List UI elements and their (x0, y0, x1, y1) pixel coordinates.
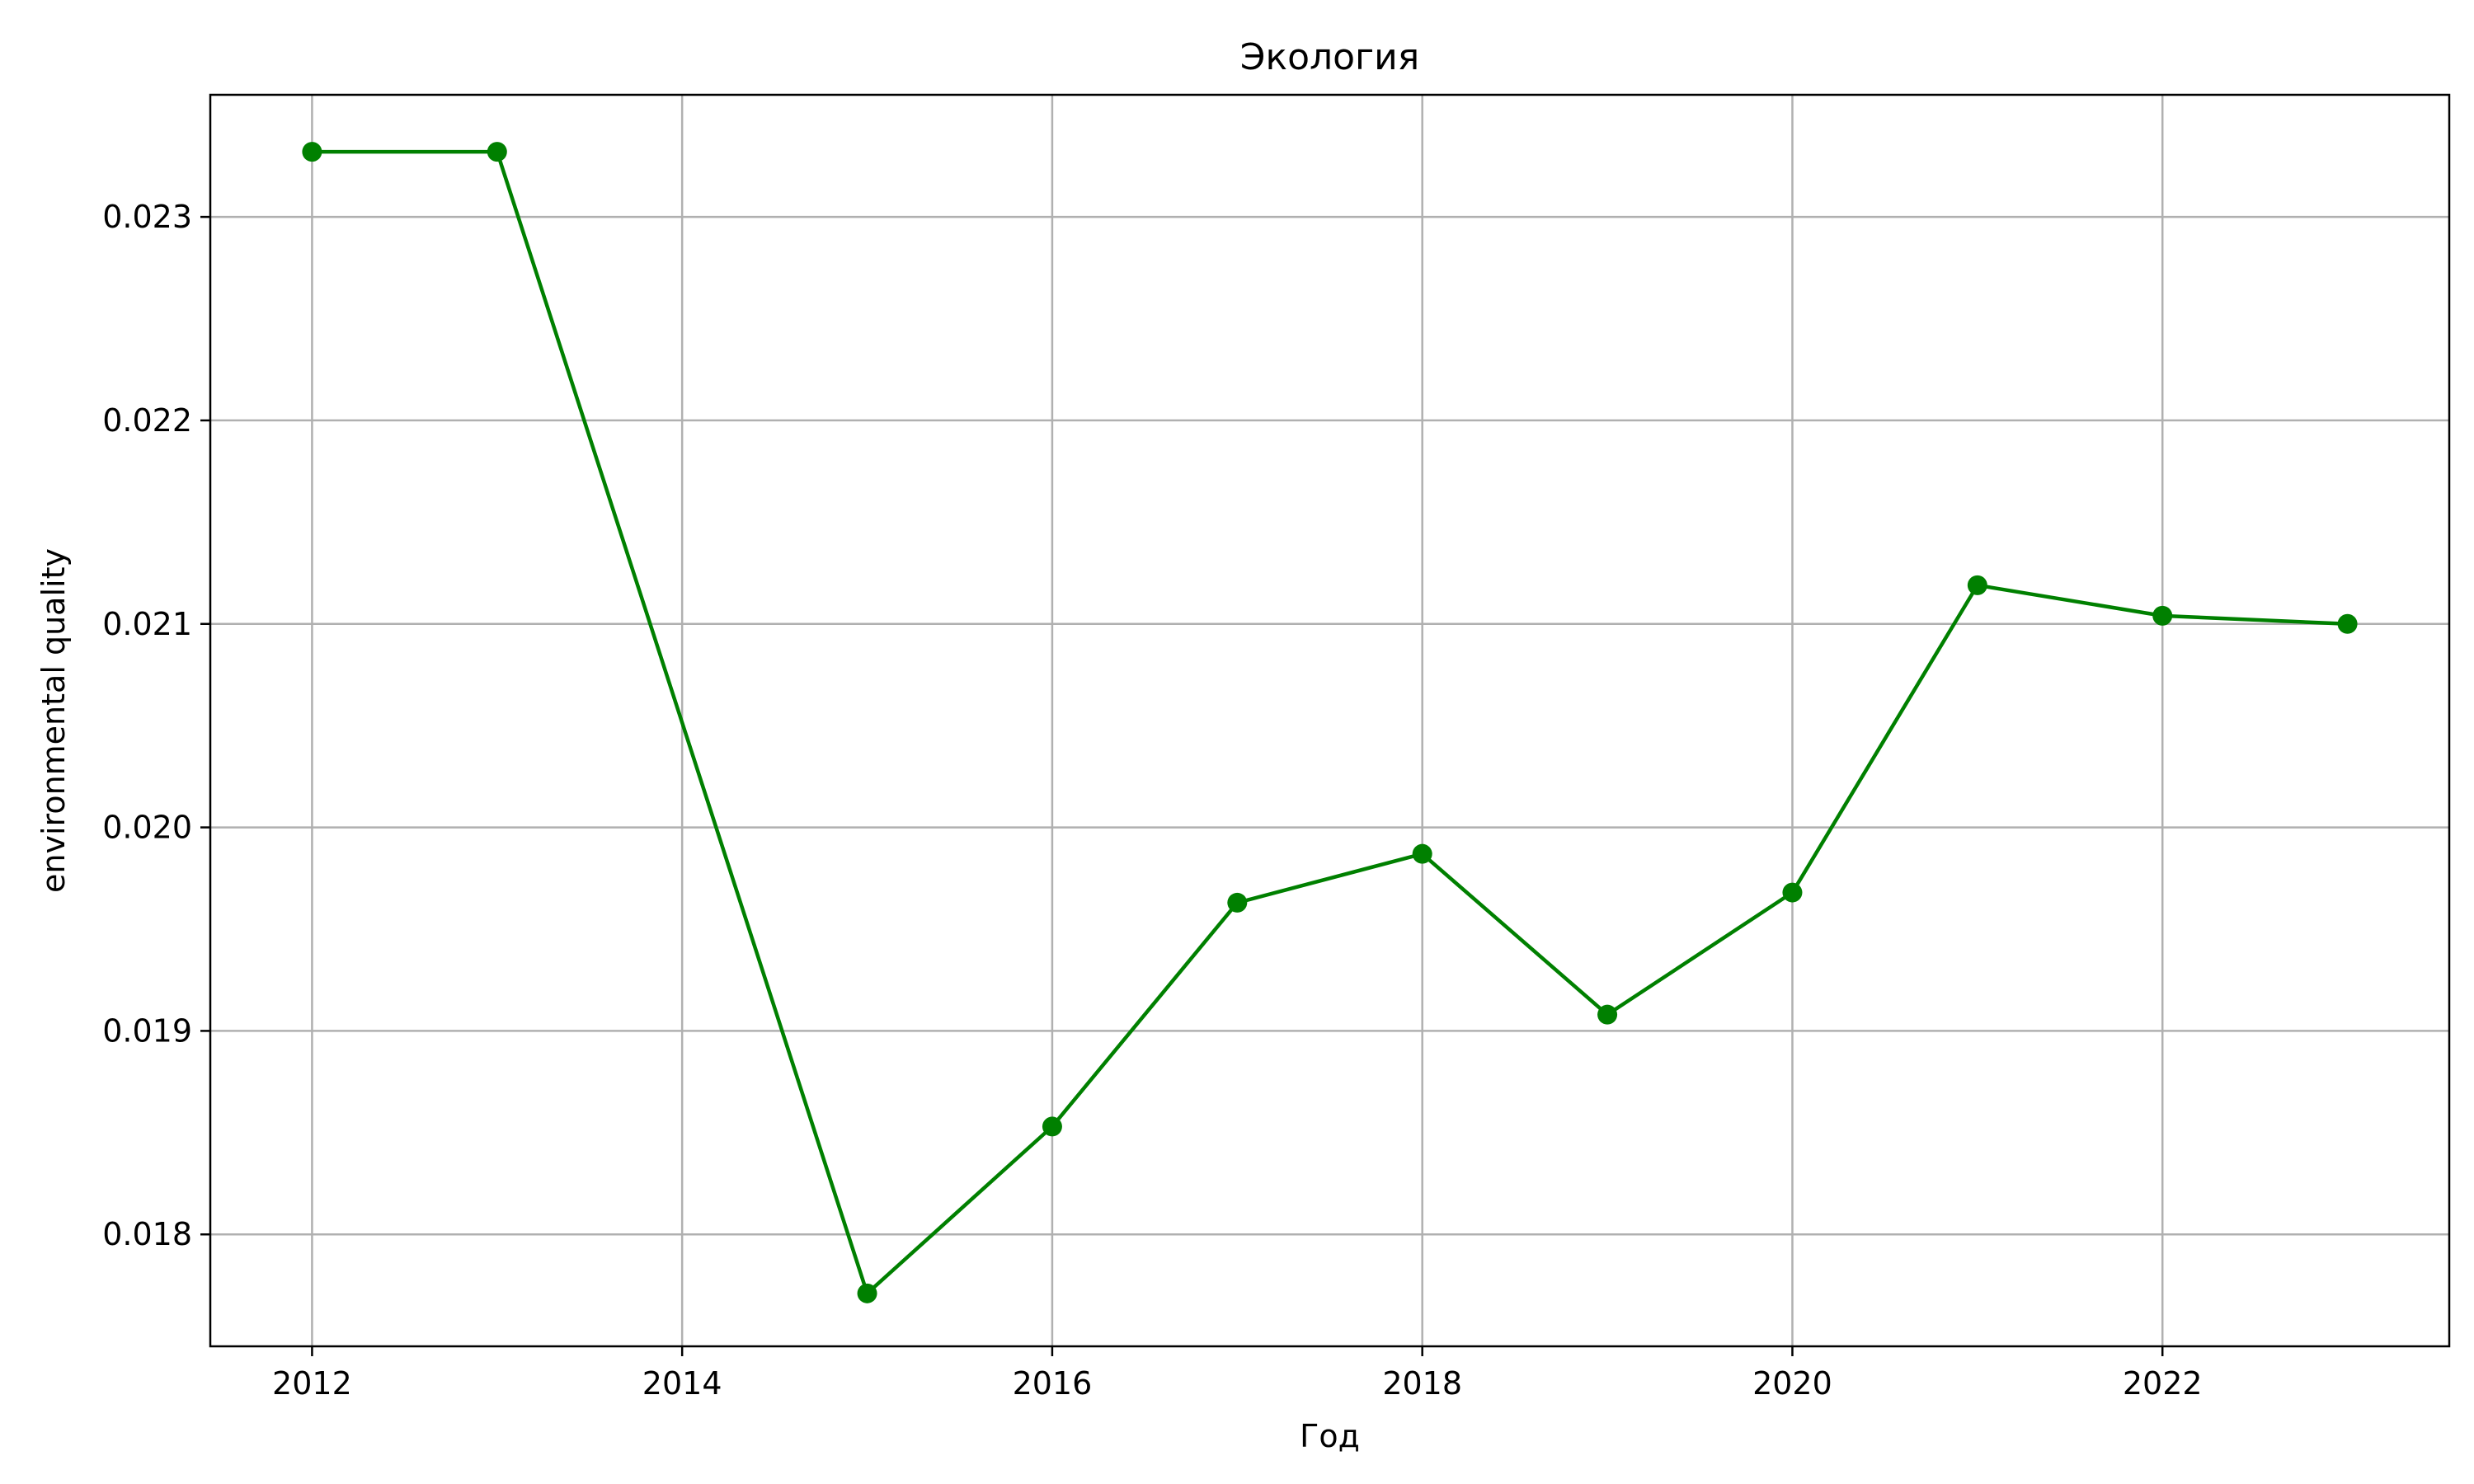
y-tick-label-0.018: 0.018 (102, 1216, 192, 1252)
x-tick-label-2020: 2020 (1752, 1365, 1832, 1402)
data-point-2015 (857, 1283, 877, 1303)
data-point-2023 (2337, 613, 2358, 634)
y-tick-label-0.023: 0.023 (102, 199, 192, 235)
x-axis-title: Год (1300, 1418, 1360, 1454)
data-point-2017 (1227, 892, 1248, 913)
data-point-2018 (1412, 843, 1432, 864)
x-tick-label-2014: 2014 (642, 1365, 722, 1402)
x-tick-label-2022: 2022 (2123, 1365, 2203, 1402)
data-point-2012 (302, 142, 322, 162)
y-tick-label-0.021: 0.021 (102, 606, 192, 642)
data-point-2022 (2152, 605, 2173, 626)
data-point-2016 (1042, 1116, 1062, 1137)
y-axis-title: environmental quality (35, 548, 72, 893)
y-tick-label-0.022: 0.022 (102, 402, 192, 439)
x-tick-label-2018: 2018 (1382, 1365, 1462, 1402)
x-tick-label-2012: 2012 (272, 1365, 352, 1402)
chart-title: Экология (1240, 36, 1419, 78)
axis-ticks: 2012 2014 2016 2018 2020 2022 0.018 0.019 0.020 0… (102, 199, 2202, 1402)
x-tick-label-2016: 2016 (1013, 1365, 1093, 1402)
data-point-2013 (487, 142, 507, 162)
series-layer (302, 142, 2358, 1303)
y-tick-label-0.020: 0.020 (102, 810, 192, 846)
data-point-2021 (1967, 575, 1987, 595)
plot-frame (209, 93, 2451, 1348)
data-point-2020 (1782, 882, 1803, 903)
data-point-2019 (1597, 1004, 1618, 1025)
y-tick-label-0.019: 0.019 (102, 1012, 192, 1049)
